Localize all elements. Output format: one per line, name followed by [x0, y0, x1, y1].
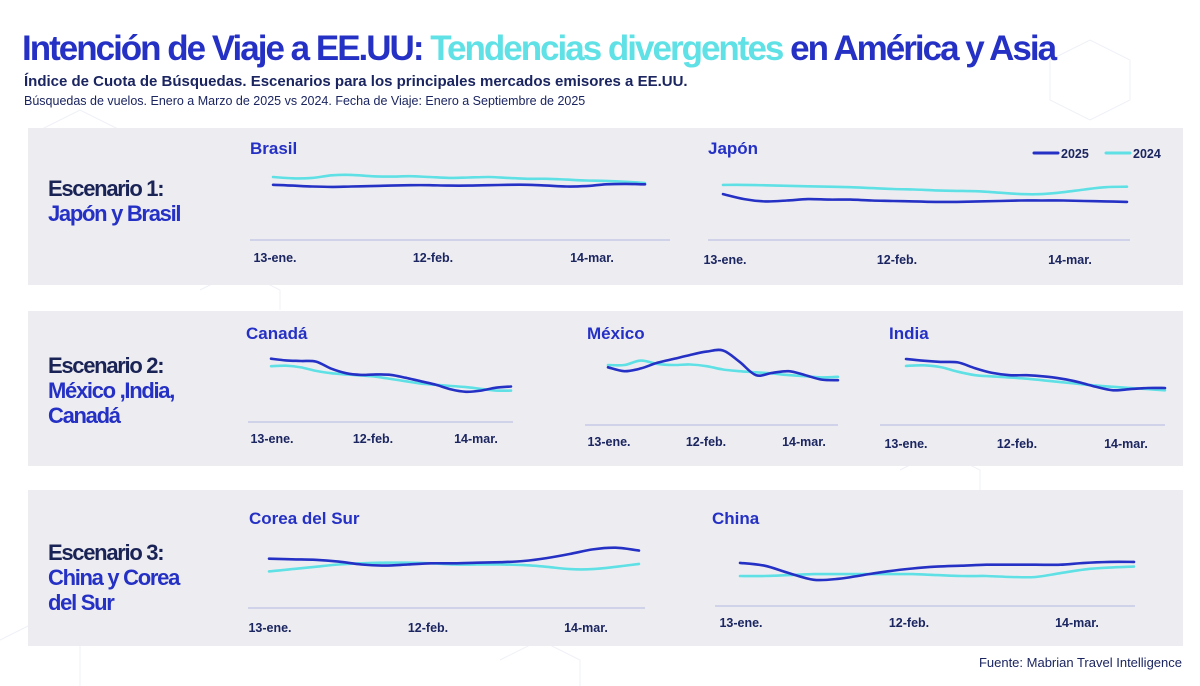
scenario-3-desc-line-1: China y Corea: [48, 565, 180, 590]
scenario-2-desc-line-2: Canadá: [48, 403, 121, 428]
scenario-2-label: Escenario 2: México ,India, Canadá: [48, 353, 175, 428]
scenario-3-name: Escenario 3:: [48, 540, 165, 565]
scenario-3-desc-line-2: del Sur: [48, 590, 115, 615]
scenario-3-panel: Escenario 3: China y Corea del Sur: [28, 490, 1183, 646]
page-title: Intención de Viaje a EE.UU: Tendencias d…: [22, 28, 1057, 70]
scenario-1-desc-line-1: Japón y Brasil: [48, 201, 182, 226]
page-note: Búsquedas de vuelos. Enero a Marzo de 20…: [24, 94, 586, 108]
scenario-2-name: Escenario 2:: [48, 353, 165, 378]
page-subtitle: Índice de Cuota de Búsquedas. Escenarios…: [24, 73, 688, 90]
scenario-2-panel: Escenario 2: México ,India, Canadá: [28, 311, 1183, 466]
scenario-1-label: Escenario 1: Japón y Brasil: [48, 176, 182, 226]
title-part-2: Tendencias divergentes: [430, 29, 784, 68]
title-part-3: en América y Asia: [790, 29, 1057, 68]
title-part-1: Intención de Viaje a EE.UU:: [22, 29, 424, 68]
scenario-1-panel: Escenario 1: Japón y Brasil: [28, 128, 1183, 285]
scenario-3-label: Escenario 3: China y Corea del Sur: [48, 540, 180, 615]
scenario-2-desc-line-1: México ,India,: [48, 378, 175, 403]
scenario-1-name: Escenario 1:: [48, 176, 165, 201]
source-credit: Fuente: Mabrian Travel Intelligence: [978, 655, 1182, 670]
